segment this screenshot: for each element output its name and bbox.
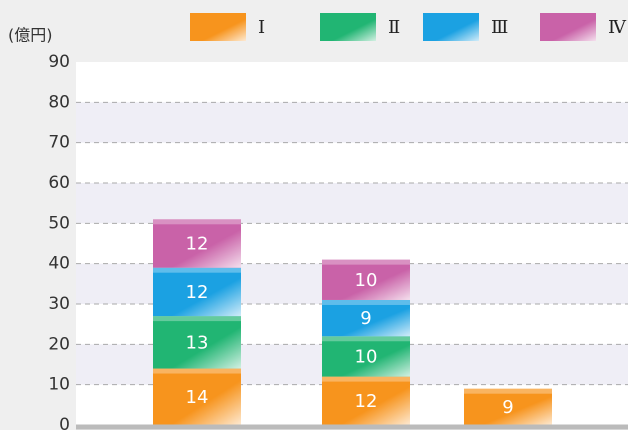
legend-label: Ⅱ xyxy=(388,17,400,38)
data-label: 12 xyxy=(186,234,209,255)
y-axis-label: (億円) xyxy=(8,26,53,45)
bar-top xyxy=(153,368,241,374)
bar-top xyxy=(153,316,241,322)
bar-top xyxy=(322,259,410,265)
data-label: 12 xyxy=(186,282,209,303)
legend-label: Ⅰ xyxy=(258,17,265,38)
data-label: 9 xyxy=(502,397,513,418)
data-label: 9 xyxy=(360,308,371,329)
bar-top xyxy=(153,219,241,225)
bar-shine xyxy=(322,259,410,300)
grid-band xyxy=(76,183,628,224)
bar-top xyxy=(322,376,410,382)
y-tick-label: 50 xyxy=(48,213,70,233)
legend-swatch-shine xyxy=(423,13,479,41)
data-label: 10 xyxy=(355,346,378,367)
grid-band xyxy=(76,102,628,143)
bar-top xyxy=(153,267,241,273)
bar-shine xyxy=(153,316,241,369)
bar-top xyxy=(322,299,410,305)
y-tick-label: 10 xyxy=(48,375,70,395)
bar-shine xyxy=(153,267,241,317)
legend-label: Ⅲ xyxy=(491,17,508,38)
data-label: 10 xyxy=(355,270,378,291)
y-tick-label: 40 xyxy=(48,254,70,274)
data-label: 14 xyxy=(186,387,209,408)
bar-top xyxy=(464,388,552,394)
legend-label: Ⅳ xyxy=(608,17,627,38)
y-tick-label: 90 xyxy=(48,52,70,72)
legend-swatch-shine xyxy=(540,13,596,41)
y-tick-label: 20 xyxy=(48,334,70,354)
y-tick-label: 80 xyxy=(48,92,70,112)
y-tick-label: 30 xyxy=(48,294,70,314)
y-tick-label: 60 xyxy=(48,173,70,193)
y-tick-label: 70 xyxy=(48,133,70,153)
bar-top xyxy=(322,336,410,342)
bar-shine xyxy=(322,336,410,377)
y-tick-label: 0 xyxy=(59,415,70,430)
bar-shine xyxy=(153,219,241,268)
bar-shine xyxy=(153,368,241,425)
bar-shine xyxy=(322,376,410,425)
legend-swatch-shine xyxy=(190,13,246,41)
data-label: 13 xyxy=(186,332,209,353)
bar-shine xyxy=(322,299,410,337)
data-label: 12 xyxy=(355,391,378,412)
legend-swatch-shine xyxy=(320,13,376,41)
bar-shine xyxy=(464,388,552,425)
